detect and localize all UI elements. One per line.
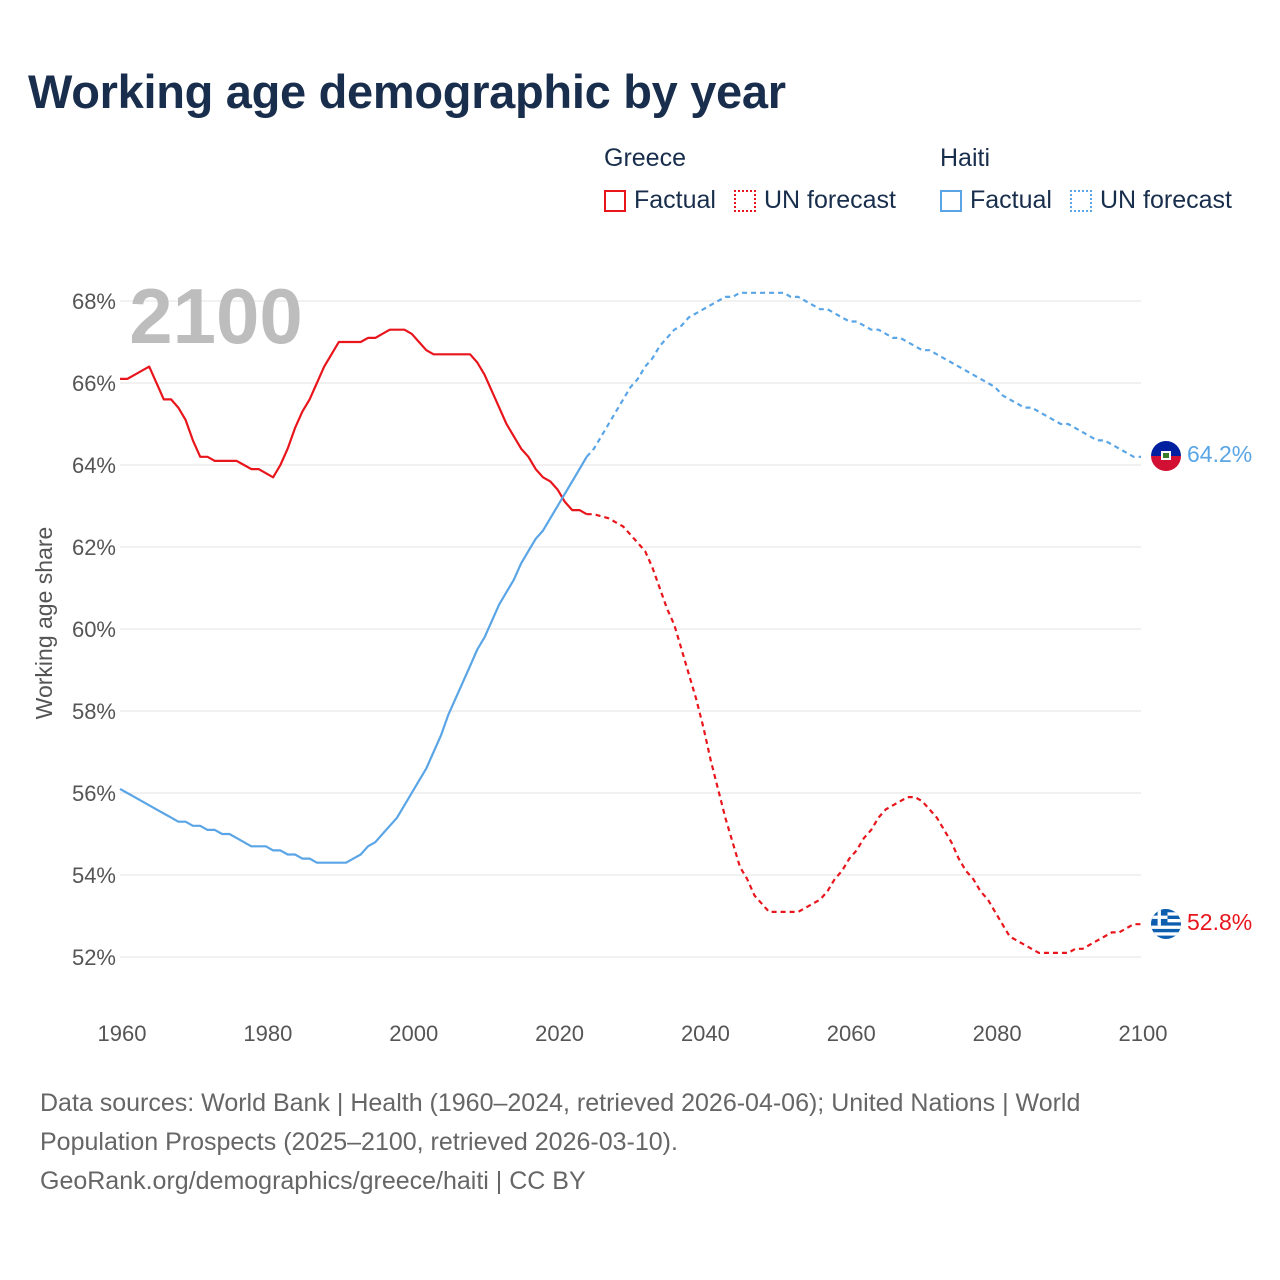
legend-group-greece: Greece Factual UN forecast	[604, 144, 914, 215]
x-tick-label: 2080	[973, 1021, 1022, 1046]
legend-label-haiti-factual: Factual	[970, 186, 1052, 214]
y-tick-label: 58%	[72, 699, 116, 724]
legend-group-name-haiti: Haiti	[940, 144, 991, 172]
greece-flag-icon	[1151, 909, 1181, 939]
legend-group-haiti: Haiti Factual UN forecast	[940, 144, 1250, 215]
footer: Data sources: World Bank | Health (1960–…	[40, 1084, 1160, 1201]
x-tick-label: 2040	[681, 1021, 730, 1046]
credit-link[interactable]: GeoRank.org/demographics/greece/haiti | …	[40, 1167, 586, 1195]
x-tick-label: 2000	[389, 1021, 438, 1046]
line-chart: 52% 54% 56% 58% 60% 62% 64% 66% 68% 1960 1980 2000…	[31, 272, 1252, 1046]
legend-swatch-greece-forecast	[733, 189, 756, 212]
y-axis-ticks: 52% 54% 56% 58% 60% 62% 64% 66% 68%	[72, 289, 116, 970]
year-watermark: 2100	[129, 272, 303, 360]
legend-label-greece-forecast: UN forecast	[763, 186, 896, 214]
y-tick-label: 64%	[72, 453, 116, 478]
greece-factual-line	[120, 328, 588, 516]
haiti-factual-line	[119, 456, 588, 864]
legend-label-haiti-forecast: UN forecast	[1099, 186, 1232, 214]
x-axis-ticks: 1960 1980 2000 2020 2040 2060 2080 2100	[98, 1021, 1168, 1046]
greece-end-label: 52.8%	[1187, 909, 1252, 935]
y-tick-label: 68%	[72, 289, 116, 314]
greece-forecast-line	[586, 513, 1141, 954]
y-tick-label: 56%	[72, 781, 116, 806]
legend-swatch-haiti-forecast	[1069, 189, 1092, 212]
x-tick-label: 1960	[98, 1021, 147, 1046]
legend-swatch-greece-factual	[604, 189, 626, 212]
series-lines	[119, 291, 1141, 954]
legend-item-greece-forecast[interactable]: UN forecast	[733, 186, 896, 215]
x-tick-label: 2100	[1119, 1021, 1168, 1046]
x-tick-label: 1980	[243, 1021, 292, 1046]
legend-item-haiti-factual[interactable]: Factual	[940, 186, 1052, 215]
haiti-flag-icon	[1151, 441, 1181, 471]
y-tick-label: 52%	[72, 945, 116, 970]
legend-group-name-greece: Greece	[604, 144, 686, 172]
x-tick-label: 2020	[535, 1021, 584, 1046]
legend-swatch-haiti-factual	[940, 189, 962, 212]
legend-item-greece-factual[interactable]: Factual	[604, 186, 716, 215]
page-title: Working age demographic by year	[28, 65, 786, 118]
legend-label-greece-factual: Factual	[634, 186, 716, 214]
gridlines	[120, 300, 1141, 958]
haiti-end-label: 64.2%	[1187, 441, 1252, 467]
y-tick-label: 66%	[72, 371, 116, 396]
y-tick-label: 60%	[72, 617, 116, 642]
y-tick-label: 62%	[72, 535, 116, 560]
x-tick-label: 2060	[827, 1021, 876, 1046]
y-axis-label: Working age share	[31, 527, 57, 720]
data-sources: Data sources: World Bank | Health (1960–…	[40, 1089, 1081, 1156]
legend-item-haiti-forecast[interactable]: UN forecast	[1069, 186, 1232, 215]
y-tick-label: 54%	[72, 863, 116, 888]
haiti-forecast-line	[585, 291, 1141, 458]
